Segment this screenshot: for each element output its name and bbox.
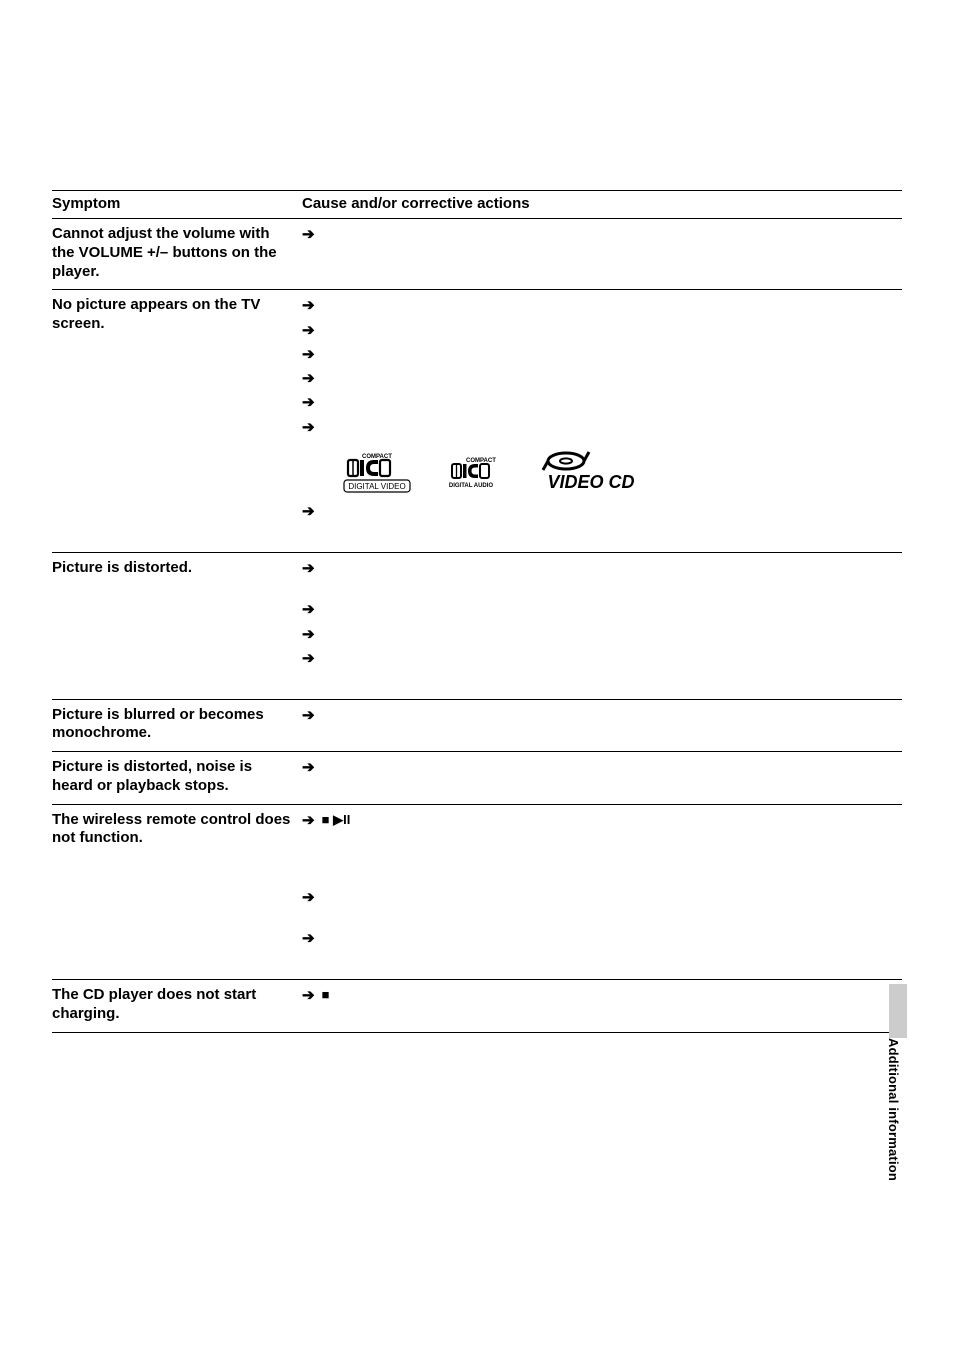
- side-tab-label: Additional information: [886, 1038, 901, 1181]
- action-line: ➔: [302, 369, 902, 389]
- action-line: ➔ ■ ▶II: [302, 811, 902, 884]
- action-line: ➔: [302, 225, 902, 245]
- compact-disc-digital-audio-icon: COMPACT DIGITAL AUDIO: [446, 450, 508, 494]
- side-tab: Additional information: [886, 984, 910, 1181]
- symptom-cell: The wireless remote control does not fun…: [52, 804, 302, 979]
- svg-text:VIDEO CD: VIDEO CD: [548, 472, 635, 492]
- compact-disc-digital-video-icon: COMPACT DIGITAL VIDEO: [342, 450, 412, 494]
- arrow-icon: ➔: [302, 888, 318, 908]
- symptom-cell: Picture is distorted, noise is heard or …: [52, 752, 302, 805]
- action-line: ➔: [302, 502, 902, 540]
- arrow-icon: ➔: [302, 600, 318, 620]
- action-line: ➔: [302, 929, 902, 967]
- disc-logos: COMPACT DIGITAL VIDEO COMPACT DIGITAL AU…: [302, 442, 902, 502]
- arrow-icon: ➔: [302, 345, 318, 365]
- actions-cell: ➔: [302, 219, 902, 290]
- action-line: ➔: [302, 418, 902, 438]
- troubleshooting-table: Symptom Cause and/or corrective actions …: [52, 190, 902, 1033]
- action-line: ➔: [302, 559, 902, 597]
- arrow-icon: ➔: [302, 393, 318, 413]
- arrow-icon: ➔: [302, 706, 318, 726]
- play-pause-icon: ▶II: [333, 812, 350, 827]
- side-tab-bar: [889, 984, 907, 1038]
- arrow-icon: ➔: [302, 758, 318, 778]
- symptom-cell: Cannot adjust the volume with the VOLUME…: [52, 219, 302, 290]
- actions-cell: ➔: [302, 699, 902, 752]
- action-line: ➔ ■: [302, 986, 902, 1006]
- arrow-icon: ➔: [302, 649, 318, 669]
- svg-text:DIGITAL AUDIO: DIGITAL AUDIO: [449, 483, 494, 489]
- action-line: ➔: [302, 345, 902, 365]
- action-line: ➔: [302, 600, 902, 620]
- action-line: ➔: [302, 296, 902, 316]
- action-line: ➔: [302, 888, 902, 926]
- arrow-icon: ➔: [302, 321, 318, 341]
- symptom-cell: No picture appears on the TV screen.: [52, 290, 302, 552]
- arrow-icon: ➔: [302, 296, 318, 316]
- symptom-cell: Picture is blurred or becomes monochrome…: [52, 699, 302, 752]
- action-line: ➔: [302, 625, 902, 645]
- actions-cell: ➔ ■ ▶II ➔ ➔: [302, 804, 902, 979]
- svg-text:DIGITAL VIDEO: DIGITAL VIDEO: [348, 482, 405, 491]
- actions-cell: ➔ ➔ ➔ ➔: [302, 552, 902, 699]
- action-text: [302, 832, 306, 882]
- actions-cell: ➔ ➔ ➔ ➔ ➔ ➔ COMPACT DIGITAL VIDEO COMPAC…: [302, 290, 902, 552]
- action-line: ➔: [302, 649, 902, 687]
- arrow-icon: ➔: [302, 225, 318, 245]
- action-line: ➔: [302, 393, 902, 413]
- symptom-cell: Picture is distorted.: [52, 552, 302, 699]
- col-header-cause: Cause and/or corrective actions: [302, 191, 902, 219]
- arrow-icon: ➔: [302, 369, 318, 389]
- arrow-icon: ➔: [302, 929, 318, 949]
- symptom-cell: The CD player does not start charging.: [52, 980, 302, 1033]
- action-line: ➔: [302, 758, 902, 778]
- actions-cell: ➔ ■: [302, 980, 902, 1033]
- arrow-icon: ➔: [302, 986, 318, 1006]
- action-line: ➔: [302, 321, 902, 341]
- arrow-icon: ➔: [302, 502, 318, 522]
- action-line: ➔: [302, 706, 902, 726]
- arrow-icon: ➔: [302, 811, 318, 831]
- video-cd-icon: VIDEO CD: [541, 450, 641, 494]
- arrow-icon: ➔: [302, 559, 318, 579]
- arrow-icon: ➔: [302, 625, 318, 645]
- actions-cell: ➔: [302, 752, 902, 805]
- stop-icon: ■: [322, 987, 330, 1002]
- arrow-icon: ➔: [302, 418, 318, 438]
- col-header-symptom: Symptom: [52, 191, 302, 219]
